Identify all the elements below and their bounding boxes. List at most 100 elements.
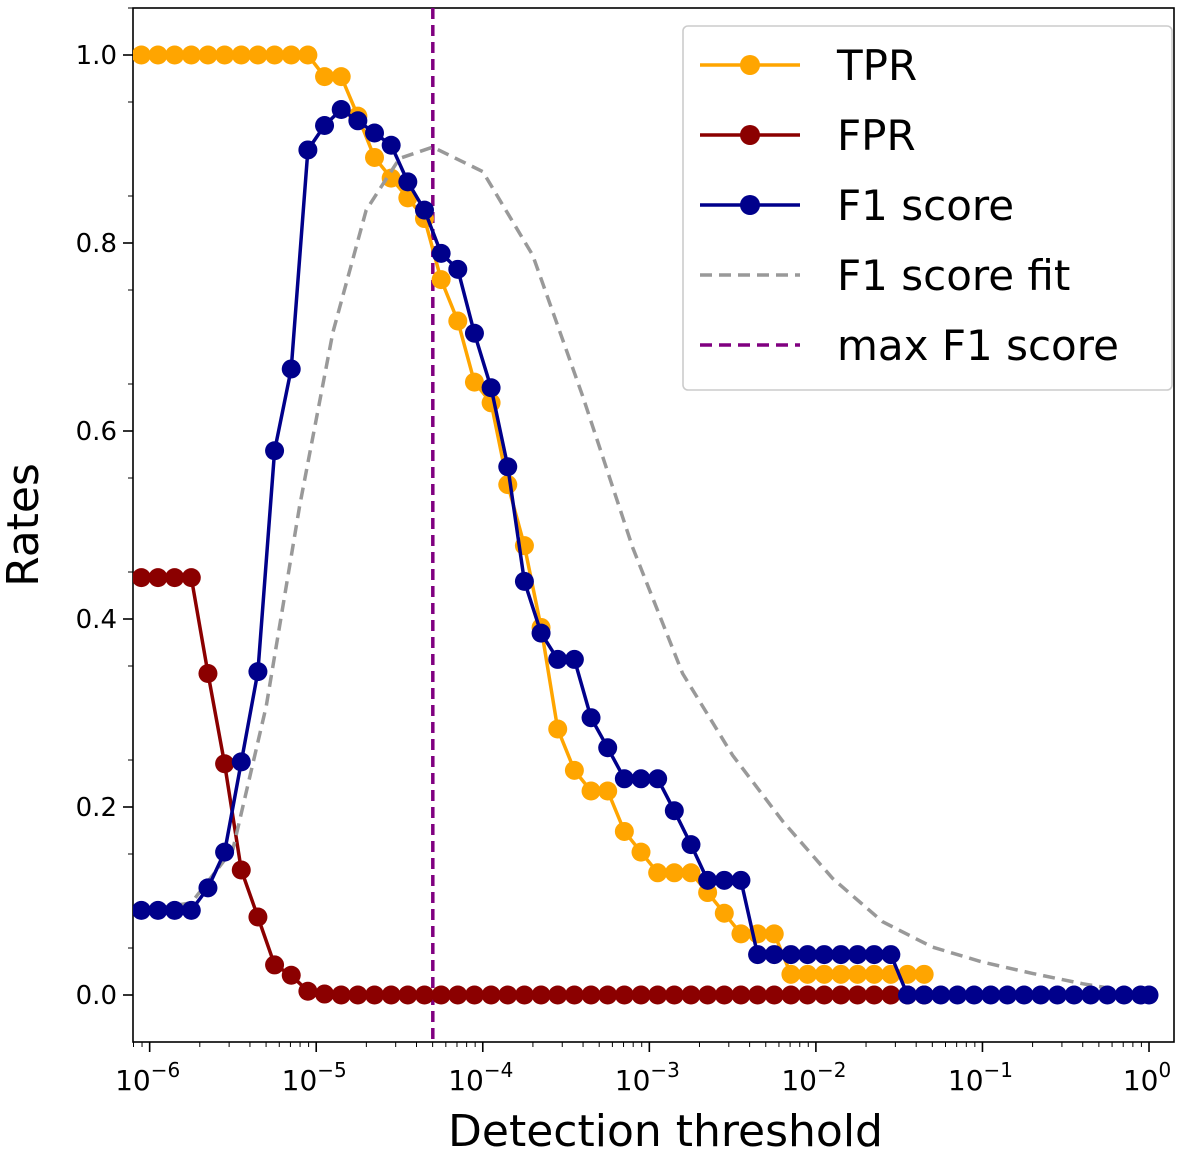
x-tick-base: 10 — [948, 1064, 984, 1097]
f1-score-point — [698, 870, 718, 890]
y-tick-label: 0.6 — [76, 417, 117, 447]
f1-score-point — [498, 457, 518, 477]
x-tick-exponent: −4 — [484, 1058, 513, 1082]
tpr-point — [133, 45, 151, 65]
tpr-point — [315, 67, 335, 87]
tpr-point — [198, 45, 218, 65]
fpr-point — [631, 985, 651, 1005]
fpr-point — [598, 985, 618, 1005]
f1-score-point — [814, 945, 834, 965]
tpr-point — [448, 311, 468, 331]
fpr-point — [514, 985, 534, 1005]
fpr-point — [781, 985, 801, 1005]
f1-score-point — [914, 985, 934, 1005]
fpr-point — [215, 754, 235, 774]
tpr-point — [265, 45, 285, 65]
fpr-point — [714, 985, 734, 1005]
f1-score-point — [398, 172, 418, 192]
fpr-point — [498, 985, 518, 1005]
legend-tpr-marker — [740, 55, 760, 75]
f1-score-point — [798, 945, 818, 965]
f1-score-point — [614, 769, 634, 789]
f1-score-point — [248, 662, 268, 682]
f1-score-point — [1139, 985, 1159, 1005]
tpr-point — [764, 924, 784, 944]
tpr-point — [564, 760, 584, 780]
f1-score-point — [781, 945, 801, 965]
f1-score-point — [165, 900, 185, 920]
x-tick-base: 10 — [282, 1064, 318, 1097]
f1-score-point — [265, 441, 285, 461]
fpr-point — [248, 907, 268, 927]
fpr-point — [881, 985, 901, 1005]
legend-fpr-label: FPR — [837, 111, 916, 160]
f1-score-point — [1014, 985, 1034, 1005]
y-axis-label: Rates — [0, 463, 49, 587]
fpr-point — [531, 985, 551, 1005]
tpr-point — [215, 45, 235, 65]
fpr-point — [348, 985, 368, 1005]
y-tick-label: 0.2 — [76, 793, 117, 823]
tpr-point — [781, 964, 801, 984]
f1-score-point — [464, 323, 484, 343]
fpr-point — [481, 985, 501, 1005]
fpr-point — [198, 664, 218, 684]
x-tick-exponent: −2 — [817, 1058, 846, 1082]
fpr-point — [431, 985, 451, 1005]
fpr-point — [698, 985, 718, 1005]
f1-score-point — [448, 259, 468, 279]
tpr-point — [831, 964, 851, 984]
fpr-point — [681, 985, 701, 1005]
f1-score-point — [181, 900, 201, 920]
y-tick-label: 0.8 — [76, 229, 117, 259]
tpr-point — [165, 45, 185, 65]
fpr-point — [281, 965, 301, 985]
f1-score-point — [431, 243, 451, 263]
fpr-point — [365, 985, 385, 1005]
f1-score-point — [281, 359, 301, 379]
f1-score-point — [898, 985, 918, 1005]
tpr-point — [281, 45, 301, 65]
tpr-point — [814, 964, 834, 984]
tpr-point — [231, 45, 251, 65]
fpr-point — [133, 568, 151, 588]
tpr-point — [914, 964, 934, 984]
f1-score-point — [981, 985, 1001, 1005]
x-tick-base: 10 — [615, 1064, 651, 1097]
f1-score-point — [931, 985, 951, 1005]
fpr-point — [448, 985, 468, 1005]
fpr-point — [331, 985, 351, 1005]
f1-score-point — [848, 945, 868, 965]
f1-score-point — [1081, 985, 1101, 1005]
f1-score-point — [548, 649, 568, 669]
x-tick-label: 10−5 — [282, 1058, 347, 1097]
fpr-point — [831, 985, 851, 1005]
x-axis-label: Detection threshold — [448, 1106, 883, 1150]
tpr-point — [848, 964, 868, 984]
tpr-point — [714, 903, 734, 923]
fpr-point — [165, 568, 185, 588]
f1-score-point — [648, 769, 668, 789]
f1-score-point — [631, 769, 651, 789]
x-tick-label: 10−1 — [948, 1058, 1013, 1097]
x-tick-base: 10 — [1123, 1064, 1159, 1097]
fpr-point — [564, 985, 584, 1005]
plot-frame — [132, 7, 1175, 1043]
plot-layer — [133, 8, 1159, 1042]
x-tick-base: 10 — [448, 1064, 484, 1097]
legend-box — [682, 25, 1173, 391]
f1-score-point — [714, 870, 734, 890]
fpr-point — [231, 860, 251, 880]
f1-score-point — [133, 900, 151, 920]
tpr-point — [331, 67, 351, 87]
x-tick-exponent: −1 — [984, 1058, 1013, 1082]
tpr-point — [548, 719, 568, 739]
tpr-point — [664, 863, 684, 883]
f1-score-point — [1097, 985, 1117, 1005]
f1-score-point — [298, 140, 318, 160]
tpr-point — [248, 45, 268, 65]
fpr-point — [315, 984, 335, 1004]
fpr-point — [464, 985, 484, 1005]
f1-score-point — [414, 200, 434, 220]
